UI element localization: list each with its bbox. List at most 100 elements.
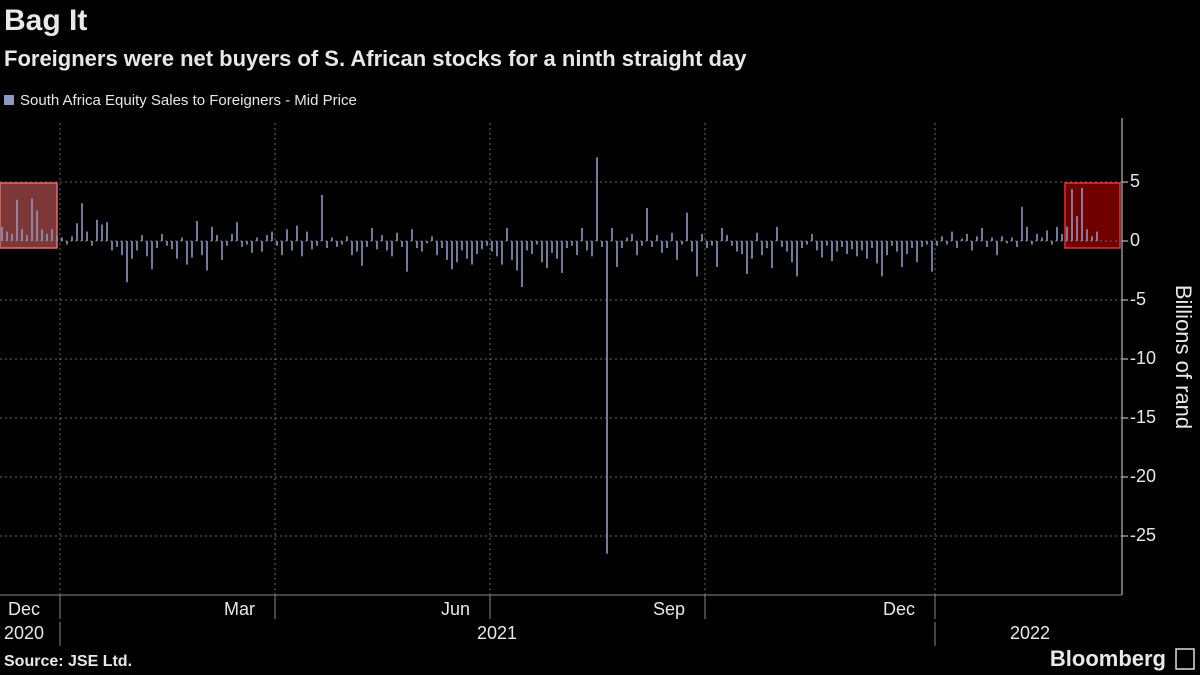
brand: Bloomberg — [1050, 646, 1166, 671]
bar — [701, 233, 703, 241]
y-tick-label: -5 — [1130, 289, 1146, 309]
bar — [561, 241, 563, 273]
bar — [1076, 216, 1078, 241]
y-tick-label: 5 — [1130, 171, 1140, 191]
bar — [11, 233, 13, 241]
bar — [846, 241, 848, 254]
bar — [896, 241, 898, 252]
bar — [611, 228, 613, 241]
bar — [591, 241, 593, 257]
bar — [1071, 189, 1073, 241]
bar — [601, 241, 603, 247]
bar — [26, 235, 28, 241]
bar — [576, 241, 578, 256]
bar — [906, 241, 908, 254]
bar — [821, 241, 823, 258]
bar — [416, 241, 418, 249]
bar — [671, 232, 673, 241]
bar — [231, 233, 233, 241]
bar — [131, 241, 133, 259]
bar — [471, 241, 473, 265]
bar — [266, 235, 268, 241]
bar — [566, 241, 568, 249]
bar — [586, 241, 588, 251]
bar — [346, 236, 348, 241]
bar — [826, 241, 828, 246]
y-tick-label: -25 — [1130, 525, 1156, 545]
bar — [91, 241, 93, 246]
bar — [621, 241, 623, 249]
bar — [481, 241, 483, 250]
bar — [546, 241, 548, 269]
bar — [571, 241, 573, 246]
y-tick-label: -15 — [1130, 407, 1156, 427]
x-year-label: 2022 — [1010, 623, 1050, 643]
bar — [201, 241, 203, 256]
bar — [996, 241, 998, 256]
bar — [686, 212, 688, 241]
bar — [581, 228, 583, 241]
y-tick-label: 0 — [1130, 230, 1140, 250]
bar — [886, 241, 888, 256]
bar — [966, 233, 968, 241]
bar — [436, 241, 438, 256]
bar — [726, 235, 728, 241]
bar — [1036, 233, 1038, 241]
bar — [181, 237, 183, 241]
bar — [876, 241, 878, 264]
bar — [221, 241, 223, 260]
bar — [351, 241, 353, 256]
bar — [241, 241, 243, 247]
bar — [891, 241, 893, 246]
bar — [366, 241, 368, 247]
bar — [536, 241, 538, 245]
bar — [791, 241, 793, 263]
bar — [936, 241, 938, 246]
bar — [56, 236, 58, 241]
x-tick-label: Sep — [653, 599, 685, 619]
bar — [36, 210, 38, 241]
bar — [756, 232, 758, 241]
bar — [1091, 236, 1093, 241]
bar — [376, 241, 378, 250]
bar — [461, 241, 463, 251]
bar — [521, 241, 523, 288]
source: Source: JSE Ltd. — [4, 653, 132, 670]
bar — [651, 241, 653, 247]
bar — [51, 229, 53, 241]
bar — [441, 241, 443, 249]
bar — [101, 224, 103, 241]
legend-swatch — [4, 95, 14, 105]
bar — [41, 229, 43, 241]
bar — [926, 241, 928, 245]
bar — [71, 236, 73, 241]
bar — [956, 241, 958, 249]
bar — [711, 241, 713, 246]
bar — [286, 229, 288, 241]
bar — [331, 237, 333, 241]
bar — [151, 241, 153, 270]
bar — [766, 241, 768, 249]
bar — [666, 241, 668, 249]
bar — [871, 241, 873, 249]
bar — [276, 241, 278, 246]
bar — [806, 241, 808, 245]
bar — [381, 235, 383, 241]
bar — [1041, 237, 1043, 241]
bar — [631, 233, 633, 241]
bar — [496, 241, 498, 257]
bar — [856, 241, 858, 257]
bar — [126, 241, 128, 283]
x-tick-label: Jun — [441, 599, 470, 619]
legend-label: South Africa Equity Sales to Foreigners … — [20, 92, 357, 109]
bar — [1056, 226, 1058, 241]
bar — [1011, 237, 1013, 241]
bar — [1061, 233, 1063, 241]
bar — [971, 241, 973, 251]
bar — [836, 241, 838, 252]
bar — [466, 241, 468, 259]
bar — [506, 228, 508, 241]
bar — [831, 241, 833, 262]
bar — [691, 241, 693, 252]
